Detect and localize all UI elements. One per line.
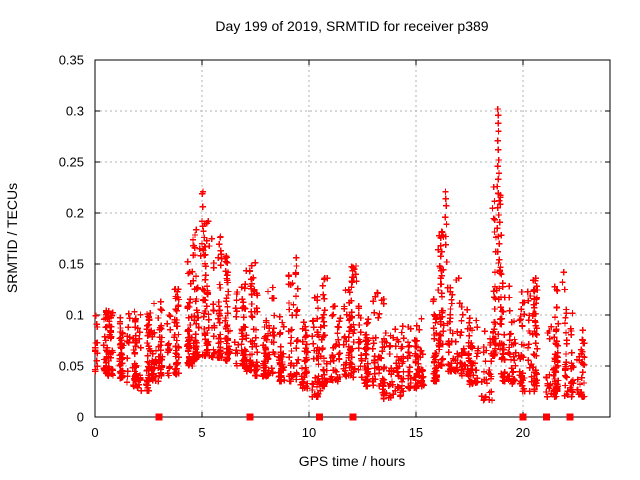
- x-tick-label: 10: [302, 425, 316, 440]
- x-tick-label: 20: [516, 425, 530, 440]
- y-tick-label: 0.35: [59, 53, 84, 68]
- y-tick-label: 0.25: [59, 155, 84, 170]
- y-tick-label: 0.2: [66, 206, 84, 221]
- zero-point-marker: [542, 413, 550, 421]
- plot-area: 0 5 10 15 20 0 0.05 0.1 0.15 0.2 0.25 0.3 0.35: [59, 53, 611, 440]
- zero-point-marker: [246, 413, 254, 421]
- chart-title: Day 199 of 2019, SRMTID for receiver p38…: [215, 18, 488, 34]
- y-tick-label: 0: [77, 410, 84, 425]
- zero-point-marker: [349, 413, 357, 421]
- zero-point-marker: [316, 413, 324, 421]
- x-axis-label: GPS time / hours: [299, 453, 406, 469]
- y-tick-label: 0.05: [59, 359, 84, 374]
- x-tick-label: 15: [409, 425, 423, 440]
- zero-point-marker: [519, 413, 527, 421]
- y-axis-label: SRMTID / TECUs: [4, 183, 20, 293]
- y-tick-label: 0.1: [66, 308, 84, 323]
- zero-point-marker: [566, 413, 574, 421]
- y-tick-label: 0.3: [66, 104, 84, 119]
- y-tick-label: 0.15: [59, 257, 84, 272]
- x-tick-label: 5: [198, 425, 205, 440]
- zero-point-marker: [155, 413, 163, 421]
- scatter-points: [92, 105, 588, 404]
- x-tick-label: 0: [91, 425, 98, 440]
